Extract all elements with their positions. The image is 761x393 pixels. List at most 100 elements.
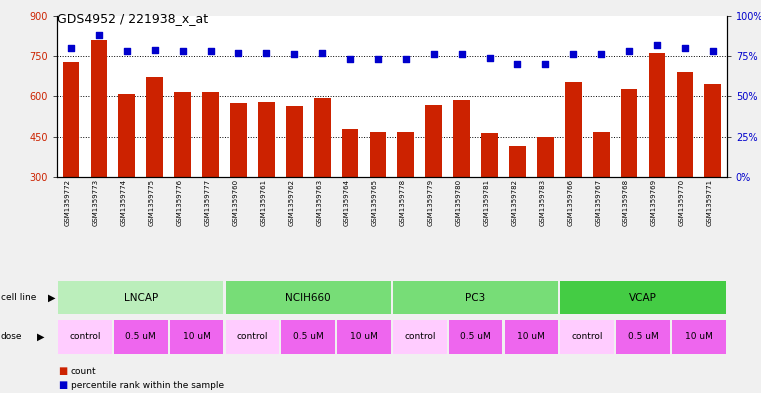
Text: GSM1359765: GSM1359765	[372, 179, 378, 226]
Text: LNCAP: LNCAP	[123, 293, 158, 303]
Text: percentile rank within the sample: percentile rank within the sample	[71, 381, 224, 389]
Text: 10 uM: 10 uM	[517, 332, 546, 342]
Text: control: control	[404, 332, 435, 342]
Bar	[565, 81, 581, 177]
Text: VCAP: VCAP	[629, 293, 657, 303]
Text: GSM1359783: GSM1359783	[540, 179, 546, 226]
Point	[428, 51, 440, 57]
Text: GSM1359782: GSM1359782	[511, 179, 517, 226]
Text: control: control	[572, 332, 603, 342]
Point	[177, 48, 189, 54]
Text: GSM1359769: GSM1359769	[651, 179, 657, 226]
Bar	[174, 92, 191, 177]
Point	[372, 56, 384, 62]
Text: 0.5 uM: 0.5 uM	[628, 332, 658, 342]
Point	[707, 48, 719, 54]
Point	[205, 48, 217, 54]
Point	[623, 48, 635, 54]
Bar	[91, 40, 107, 177]
Bar	[560, 281, 726, 314]
Point	[567, 51, 579, 57]
Point	[679, 45, 691, 51]
Bar	[225, 281, 391, 314]
Text: GSM1359761: GSM1359761	[260, 179, 266, 226]
Text: GSM1359779: GSM1359779	[428, 179, 434, 226]
Text: 10 uM: 10 uM	[685, 332, 713, 342]
Bar	[648, 53, 665, 177]
Text: control: control	[237, 332, 268, 342]
Text: GSM1359771: GSM1359771	[707, 179, 713, 226]
Point	[400, 56, 412, 62]
Point	[232, 50, 244, 56]
Bar	[119, 94, 135, 177]
Bar	[537, 137, 554, 177]
Text: GSM1359772: GSM1359772	[65, 179, 71, 226]
Bar	[258, 102, 275, 177]
Bar	[677, 72, 693, 177]
Text: GSM1359776: GSM1359776	[177, 179, 183, 226]
Bar	[425, 105, 442, 177]
Bar	[454, 99, 470, 177]
Text: GSM1359767: GSM1359767	[595, 179, 601, 226]
Point	[316, 50, 328, 56]
Point	[540, 61, 552, 67]
Bar	[146, 77, 163, 177]
Bar	[286, 106, 303, 177]
Text: cell line: cell line	[1, 293, 36, 302]
Bar	[449, 320, 502, 354]
Text: GSM1359768: GSM1359768	[623, 179, 629, 226]
Text: dose: dose	[1, 332, 22, 342]
Bar	[509, 146, 526, 177]
Bar	[342, 129, 358, 177]
Text: GSM1359764: GSM1359764	[344, 179, 350, 226]
Text: GDS4952 / 221938_x_at: GDS4952 / 221938_x_at	[57, 12, 209, 25]
Point	[93, 32, 105, 38]
Point	[288, 51, 301, 57]
Bar	[230, 103, 247, 177]
Point	[595, 51, 607, 57]
Bar	[560, 320, 614, 354]
Text: NCIH660: NCIH660	[285, 293, 331, 303]
Text: 0.5 uM: 0.5 uM	[126, 332, 156, 342]
Bar	[393, 281, 559, 314]
Point	[456, 51, 468, 57]
Text: GSM1359763: GSM1359763	[316, 179, 322, 226]
Text: GSM1359778: GSM1359778	[400, 179, 406, 226]
Bar	[337, 320, 391, 354]
Text: ▶: ▶	[48, 293, 56, 303]
Point	[148, 46, 161, 53]
Bar	[58, 281, 224, 314]
Text: GSM1359762: GSM1359762	[288, 179, 295, 226]
Bar	[616, 320, 670, 354]
Bar	[282, 320, 335, 354]
Point	[483, 55, 495, 61]
Text: GSM1359775: GSM1359775	[148, 179, 154, 226]
Bar	[114, 320, 167, 354]
Text: 0.5 uM: 0.5 uM	[460, 332, 491, 342]
Bar	[370, 132, 387, 177]
Bar	[170, 320, 224, 354]
Text: GSM1359773: GSM1359773	[93, 179, 99, 226]
Bar	[672, 320, 726, 354]
Point	[344, 56, 356, 62]
Bar	[393, 320, 447, 354]
Text: count: count	[71, 367, 97, 376]
Text: GSM1359777: GSM1359777	[205, 179, 211, 226]
Text: GSM1359780: GSM1359780	[456, 179, 462, 226]
Text: ■: ■	[58, 366, 67, 376]
Text: ■: ■	[58, 380, 67, 390]
Bar	[505, 320, 559, 354]
Bar	[202, 92, 219, 177]
Bar	[62, 62, 79, 177]
Point	[260, 50, 272, 56]
Bar	[58, 320, 112, 354]
Point	[65, 45, 77, 51]
Text: 0.5 uM: 0.5 uM	[293, 332, 323, 342]
Bar	[621, 89, 638, 177]
Text: GSM1359760: GSM1359760	[232, 179, 238, 226]
Bar	[397, 132, 414, 177]
Text: GSM1359770: GSM1359770	[679, 179, 685, 226]
Text: control: control	[69, 332, 100, 342]
Text: GSM1359774: GSM1359774	[121, 179, 127, 226]
Point	[121, 48, 133, 54]
